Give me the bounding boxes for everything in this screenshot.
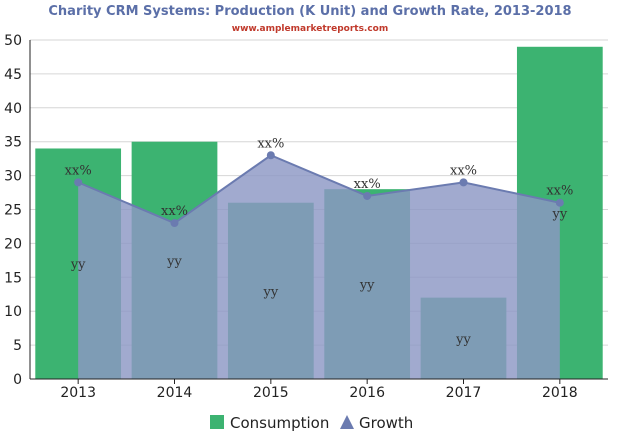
growth-value-label: xx%: [65, 163, 92, 178]
legend[interactable]: Consumption Growth: [210, 414, 413, 432]
growth-point-2016: [363, 191, 372, 200]
legend-consumption-swatch[interactable]: [210, 415, 224, 429]
y-tick-label: 40: [4, 101, 22, 117]
bar-value-label: yy: [551, 207, 567, 222]
growth-point-2015: [266, 151, 275, 160]
y-tick-label: 30: [4, 169, 22, 185]
bar-value-label: yy: [70, 258, 86, 273]
x-tick-label: 2013: [60, 385, 96, 401]
point-labels: xx% xx% xx% xx% xx% xx%: [65, 136, 574, 219]
y-tick-label: 25: [4, 203, 22, 219]
growth-line: [77, 154, 561, 225]
x-tick-label: 2014: [157, 385, 193, 401]
x-axis: 2013 2014 2015 2016 2017 2018: [60, 379, 578, 401]
y-tick-label: 0: [13, 372, 22, 388]
x-tick-label: 2018: [542, 385, 578, 401]
legend-consumption-label[interactable]: Consumption: [230, 414, 329, 432]
growth-value-label: xx%: [257, 136, 284, 151]
y-tick-label: 10: [4, 304, 22, 320]
bar-value-label: yy: [359, 278, 375, 293]
bar-value-label: yy: [262, 285, 278, 300]
growth-point-2018: [555, 198, 564, 207]
y-tick-label: 35: [4, 135, 22, 151]
legend-growth-swatch[interactable]: [340, 415, 354, 429]
growth-point-2017: [459, 178, 468, 187]
y-tick-label: 20: [4, 236, 22, 252]
growth-value-label: xx%: [450, 163, 477, 178]
growth-value-label: xx%: [161, 204, 188, 219]
bar-value-label: yy: [166, 254, 182, 269]
x-tick-label: 2016: [349, 385, 385, 401]
bar-labels: yy yy yy yy yy yy: [70, 207, 568, 347]
chart-subtitle: www.amplemarketreports.com: [232, 24, 389, 34]
growth-point-2013: [74, 178, 83, 187]
y-axis: 0 5 10 15 20 25 30 35 40 45 50: [4, 33, 22, 388]
y-tick-label: 15: [4, 270, 22, 286]
growth-point-2014: [170, 219, 179, 228]
x-tick-label: 2015: [253, 385, 289, 401]
chart-title: Charity CRM Systems: Production (K Unit)…: [48, 4, 571, 19]
x-tick-label: 2017: [446, 385, 482, 401]
y-tick-label: 45: [4, 67, 22, 83]
y-tick-label: 5: [13, 338, 22, 354]
growth-value-label: xx%: [354, 177, 381, 192]
axes: [29, 40, 608, 380]
y-tick-label: 50: [4, 33, 22, 49]
legend-growth-label[interactable]: Growth: [359, 414, 413, 432]
growth-area-fill: [78, 155, 560, 379]
growth-area: [74, 151, 564, 379]
bar-value-label: yy: [455, 332, 471, 347]
growth-value-label: xx%: [546, 184, 573, 199]
